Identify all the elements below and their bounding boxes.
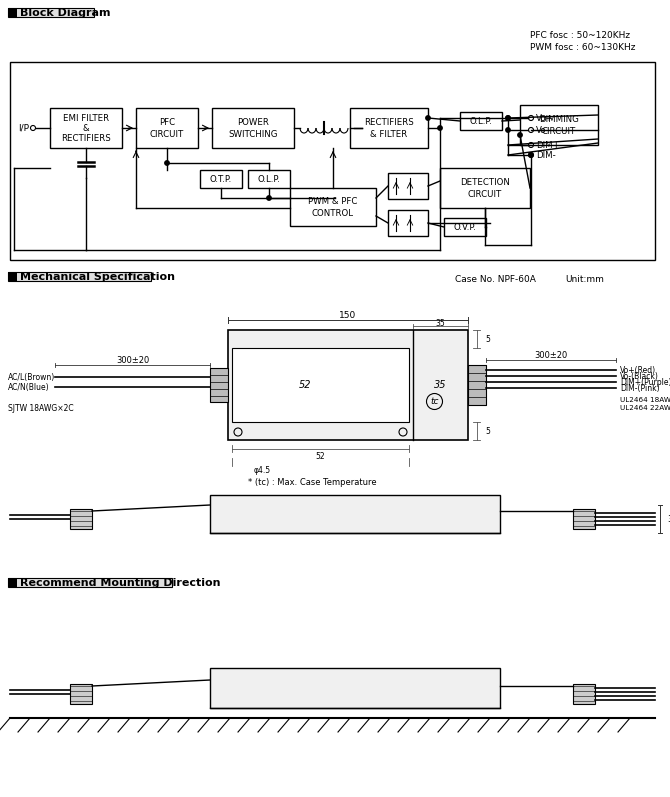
Text: 35: 35 bbox=[667, 515, 670, 524]
Text: & FILTER: & FILTER bbox=[371, 129, 407, 139]
Text: PWM fosc : 60~130KHz: PWM fosc : 60~130KHz bbox=[530, 42, 636, 52]
Text: DIM-(Pink): DIM-(Pink) bbox=[620, 383, 660, 392]
Text: O.L.P.: O.L.P. bbox=[470, 116, 492, 125]
Text: Block Diagram: Block Diagram bbox=[20, 7, 111, 18]
Text: PFC fosc : 50~120KHz: PFC fosc : 50~120KHz bbox=[530, 30, 630, 40]
Bar bbox=[8, 8, 17, 17]
Text: RECTIFIERS: RECTIFIERS bbox=[61, 134, 111, 143]
Text: 5: 5 bbox=[486, 426, 490, 435]
Text: tc: tc bbox=[430, 397, 439, 406]
Text: SJTW 18AWG×2C: SJTW 18AWG×2C bbox=[8, 403, 74, 413]
Bar bbox=[70, 509, 92, 529]
Bar bbox=[210, 368, 228, 402]
Text: 52: 52 bbox=[316, 451, 326, 461]
Text: Unit:mm: Unit:mm bbox=[565, 276, 604, 285]
Bar bbox=[136, 108, 198, 148]
Bar bbox=[232, 348, 409, 422]
Text: PFC: PFC bbox=[159, 117, 175, 127]
Text: I/P: I/P bbox=[18, 124, 29, 132]
Text: 5: 5 bbox=[486, 335, 490, 344]
Circle shape bbox=[426, 116, 430, 120]
Text: 300±20: 300±20 bbox=[535, 351, 567, 359]
Text: 35: 35 bbox=[436, 319, 446, 328]
Bar bbox=[212, 108, 294, 148]
Bar bbox=[573, 684, 595, 704]
Text: DIMMING: DIMMING bbox=[539, 115, 579, 124]
Circle shape bbox=[506, 116, 510, 120]
Text: O.T.P.: O.T.P. bbox=[210, 175, 232, 183]
Text: Vo-: Vo- bbox=[536, 125, 550, 135]
Text: 35: 35 bbox=[434, 380, 447, 390]
Text: POWER: POWER bbox=[237, 117, 269, 127]
Bar bbox=[248, 170, 290, 188]
Bar bbox=[50, 108, 122, 148]
Text: 300±20: 300±20 bbox=[116, 355, 149, 364]
Text: 150: 150 bbox=[340, 311, 356, 320]
Text: φ4.5: φ4.5 bbox=[253, 465, 271, 474]
Text: CIRCUIT: CIRCUIT bbox=[542, 127, 576, 135]
Text: UL2464 22AWG×2C(DIM+,DIM-): UL2464 22AWG×2C(DIM+,DIM-) bbox=[620, 405, 670, 411]
Text: UL2464 18AWG×2C(Vo+,Vo-): UL2464 18AWG×2C(Vo+,Vo-) bbox=[620, 397, 670, 403]
Circle shape bbox=[438, 126, 442, 130]
Bar bbox=[70, 684, 92, 704]
Text: RECTIFIERS: RECTIFIERS bbox=[364, 117, 414, 127]
Text: &: & bbox=[82, 124, 89, 132]
Circle shape bbox=[506, 116, 510, 120]
Bar bbox=[210, 668, 500, 708]
Bar bbox=[210, 495, 500, 533]
Circle shape bbox=[267, 196, 271, 200]
Text: CIRCUIT: CIRCUIT bbox=[150, 129, 184, 139]
Text: DIM-: DIM- bbox=[536, 151, 555, 159]
Text: CONTROL: CONTROL bbox=[312, 209, 354, 218]
Text: * (tc) : Max. Case Temperature: * (tc) : Max. Case Temperature bbox=[248, 477, 377, 486]
Bar bbox=[10, 62, 655, 260]
Circle shape bbox=[165, 161, 170, 165]
Text: Vo+(Red): Vo+(Red) bbox=[620, 366, 656, 375]
Bar bbox=[8, 272, 151, 281]
Text: O.L.P.: O.L.P. bbox=[258, 175, 280, 183]
Bar bbox=[440, 168, 530, 208]
Text: 52: 52 bbox=[299, 380, 312, 390]
Text: AC/L(Brown): AC/L(Brown) bbox=[8, 372, 55, 382]
Bar bbox=[444, 218, 486, 236]
Bar bbox=[8, 578, 17, 587]
Text: Vo+: Vo+ bbox=[536, 113, 553, 123]
Text: Vo-(Black): Vo-(Black) bbox=[620, 371, 659, 380]
Bar bbox=[290, 188, 376, 226]
Circle shape bbox=[529, 153, 533, 157]
Bar bbox=[8, 272, 17, 281]
Text: DIM+: DIM+ bbox=[536, 140, 560, 150]
Bar bbox=[8, 8, 17, 17]
Circle shape bbox=[506, 128, 510, 132]
Bar bbox=[228, 330, 468, 440]
Bar bbox=[460, 112, 502, 130]
Text: Mechanical Specification: Mechanical Specification bbox=[20, 272, 175, 281]
Text: EMI FILTER: EMI FILTER bbox=[63, 113, 109, 123]
Bar bbox=[520, 105, 598, 145]
Bar bbox=[8, 272, 17, 281]
Bar bbox=[8, 8, 94, 17]
Bar bbox=[573, 509, 595, 529]
Bar bbox=[200, 170, 242, 188]
Text: CIRCUIT: CIRCUIT bbox=[468, 190, 502, 198]
Text: Recommend Mounting Direction: Recommend Mounting Direction bbox=[20, 578, 220, 587]
Bar bbox=[388, 210, 428, 236]
Bar bbox=[8, 578, 17, 587]
Bar bbox=[388, 173, 428, 199]
Text: DETECTION: DETECTION bbox=[460, 178, 510, 186]
Text: SWITCHING: SWITCHING bbox=[228, 129, 278, 139]
Bar bbox=[468, 365, 486, 405]
Text: AC/N(Blue): AC/N(Blue) bbox=[8, 383, 50, 391]
Bar bbox=[350, 108, 428, 148]
Text: Case No. NPF-60A: Case No. NPF-60A bbox=[455, 276, 536, 285]
Text: O.V.P.: O.V.P. bbox=[454, 222, 476, 231]
Text: PWM & PFC: PWM & PFC bbox=[308, 197, 358, 206]
Text: DIM+(Purple): DIM+(Purple) bbox=[620, 378, 670, 387]
Bar bbox=[8, 578, 172, 587]
Circle shape bbox=[518, 133, 522, 137]
